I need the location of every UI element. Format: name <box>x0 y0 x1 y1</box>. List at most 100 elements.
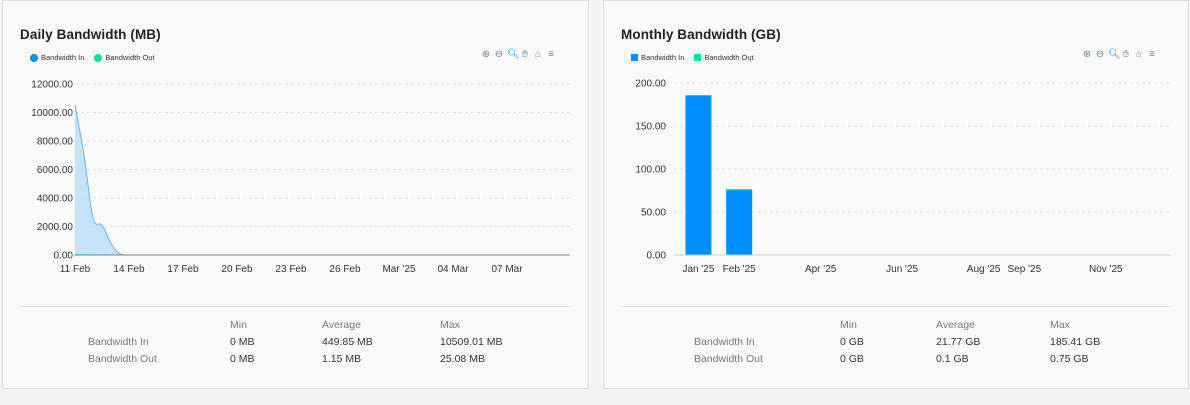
monthly-stats-table: Min Average Max Bandwidth In 0 GB 21.77 … <box>694 316 1100 367</box>
bar-bandwidth-in-jan-25 <box>685 95 712 256</box>
legend-label-bandwidth-out: Bandwidth Out <box>105 53 155 62</box>
zoom-in-icon[interactable]: ⊕ <box>481 49 491 60</box>
legend-item-bandwidth-in[interactable]: Bandwidth In <box>30 53 84 62</box>
x-tick-label: 14 Feb <box>113 264 145 275</box>
stats-max-value: 0.75 GB <box>1050 352 1089 365</box>
x-tick-label: 04 Mar <box>437 264 469 275</box>
legend-marker-bandwidth-in <box>631 54 638 61</box>
stats-header-max: Max <box>440 318 460 331</box>
daily-chart-toolbar: ⊕ ⊖ 🔍︎ ✋︎ ⌂ ≡ <box>481 49 556 61</box>
y-tick-label: 150.00 <box>635 122 666 133</box>
monthly-bandwidth-title: Monthly Bandwidth (GB) <box>621 27 781 42</box>
legend-label-bandwidth-out: Bandwidth Out <box>704 53 754 62</box>
y-tick-label: 6000.00 <box>37 165 74 176</box>
stats-header-average: Average <box>936 318 975 331</box>
stats-header-min: Min <box>840 318 857 331</box>
stats-header-blank <box>88 316 230 333</box>
home-icon[interactable]: ⌂ <box>534 49 542 60</box>
x-tick-label: Sep '25 <box>1008 264 1042 275</box>
x-tick-label: Jan '25 <box>682 264 714 275</box>
monthly-legend: Bandwidth In Bandwidth Out <box>631 53 764 62</box>
legend-item-bandwidth-out[interactable]: Bandwidth Out <box>94 53 155 62</box>
x-tick-label: Mar '25 <box>382 264 415 275</box>
legend-label-bandwidth-in: Bandwidth In <box>41 53 85 62</box>
stats-row-label: Bandwidth In <box>694 335 755 348</box>
y-tick-label: 200.00 <box>635 79 666 90</box>
legend-item-bandwidth-in[interactable]: Bandwidth In <box>631 53 684 62</box>
legend-item-bandwidth-out[interactable]: Bandwidth Out <box>694 53 754 62</box>
x-tick-label: Feb '25 <box>723 264 756 275</box>
stats-average-value: 1.15 MB <box>322 352 362 365</box>
y-tick-label: 50.00 <box>641 208 666 219</box>
daily-divider <box>19 306 572 307</box>
legend-label-bandwidth-in: Bandwidth In <box>641 53 685 62</box>
daily-bandwidth-title: Daily Bandwidth (MB) <box>20 27 161 42</box>
zoom-in-icon[interactable]: ⊕ <box>1082 49 1092 60</box>
bar-bandwidth-out-feb-25 <box>726 189 753 191</box>
stats-header-row: Min Average Max <box>88 316 502 333</box>
pan-icon[interactable]: ✋︎ <box>1123 49 1129 60</box>
x-tick-label: Jun '25 <box>886 264 918 275</box>
stats-row-label: Bandwidth Out <box>694 352 763 365</box>
x-tick-label: 26 Feb <box>329 264 361 275</box>
zoom-icon[interactable]: 🔍︎ <box>1108 49 1121 60</box>
menu-icon[interactable]: ≡ <box>548 49 554 60</box>
stats-min-value: 0 MB <box>230 335 255 348</box>
stats-row-label: Bandwidth Out <box>88 352 157 365</box>
x-tick-label: 11 Feb <box>60 264 91 275</box>
y-tick-label: 0.00 <box>647 251 667 262</box>
stats-max-value: 10509.01 MB <box>440 335 503 348</box>
x-tick-label: 23 Feb <box>275 264 307 275</box>
y-tick-label: 100.00 <box>635 165 666 176</box>
stats-max-value: 185.41 GB <box>1050 335 1101 348</box>
bar-bandwidth-in-feb-25 <box>726 189 753 255</box>
daily-stats-table: Min Average Max Bandwidth In 0 MB 449.85… <box>88 316 502 367</box>
stats-row-bandwidth-in: Bandwidth In 0 MB 449.85 MB 10509.01 MB <box>88 333 502 350</box>
monthly-bandwidth-panel: Monthly Bandwidth (GB) Bandwidth In Band… <box>603 0 1189 389</box>
zoom-out-icon[interactable]: ⊖ <box>1095 49 1105 60</box>
monthly-chart-toolbar: ⊕ ⊖ 🔍︎ ✋︎ ⌂ ≡ <box>1082 49 1157 61</box>
y-tick-label: 0.00 <box>54 251 74 262</box>
daily-legend: Bandwidth In Bandwidth Out <box>30 53 165 62</box>
menu-icon[interactable]: ≡ <box>1149 49 1155 60</box>
stats-row-bandwidth-in: Bandwidth In 0 GB 21.77 GB 185.41 GB <box>694 333 1100 350</box>
stats-header-blank <box>694 316 840 333</box>
y-tick-label: 12000.00 <box>31 80 73 91</box>
stats-average-value: 0.1 GB <box>936 352 969 365</box>
x-tick-label: Aug '25 <box>967 264 1001 275</box>
x-tick-label: 17 Feb <box>167 264 199 275</box>
monthly-bandwidth-chart: 0.00 50.00 100.00 150.00 200.00 Jan '25 Feb '2… <box>635 79 1171 275</box>
x-tick-label: Apr '25 <box>805 264 837 275</box>
legend-marker-bandwidth-out <box>94 53 103 62</box>
x-tick-label: Nov '25 <box>1089 264 1123 275</box>
stats-min-value: 0 MB <box>230 352 255 365</box>
stats-header-average: Average <box>322 318 361 331</box>
x-tick-label: 07 Mar <box>491 264 523 275</box>
zoom-icon[interactable]: 🔍︎ <box>507 49 520 60</box>
home-icon[interactable]: ⌂ <box>1135 49 1143 60</box>
y-tick-label: 8000.00 <box>37 137 74 148</box>
stats-row-bandwidth-out: Bandwidth Out 0 GB 0.1 GB 0.75 GB <box>694 350 1100 367</box>
y-tick-label: 4000.00 <box>37 194 74 205</box>
stats-header-row: Min Average Max <box>694 316 1100 333</box>
stats-header-min: Min <box>230 318 247 331</box>
legend-marker-bandwidth-out <box>694 54 702 61</box>
stats-row-label: Bandwidth In <box>88 335 149 348</box>
daily-bandwidth-chart: 0.00 2000.00 4000.00 6000.00 8000.00 10000.00… <box>31 80 570 275</box>
stats-row-bandwidth-out: Bandwidth Out 0 MB 1.15 MB 25.08 MB <box>88 350 502 367</box>
y-tick-label: 10000.00 <box>31 108 73 119</box>
series-area-bandwidth-in <box>75 105 570 255</box>
y-tick-label: 2000.00 <box>37 222 74 233</box>
x-tick-label: 20 Feb <box>221 264 253 275</box>
bar-bandwidth-out-jan-25 <box>685 94 712 97</box>
stats-max-value: 25.08 MB <box>440 352 485 365</box>
series-line-bandwidth-in <box>74 105 570 256</box>
daily-bandwidth-panel: Daily Bandwidth (MB) Bandwidth In Bandwi… <box>2 0 589 389</box>
pan-icon[interactable]: ✋︎ <box>522 49 528 60</box>
stats-min-value: 0 GB <box>840 335 864 348</box>
stats-average-value: 21.77 GB <box>936 335 981 348</box>
monthly-divider <box>620 306 1172 307</box>
zoom-out-icon[interactable]: ⊖ <box>494 49 504 60</box>
stats-min-value: 0 GB <box>840 352 864 365</box>
legend-marker-bandwidth-in <box>30 53 38 62</box>
